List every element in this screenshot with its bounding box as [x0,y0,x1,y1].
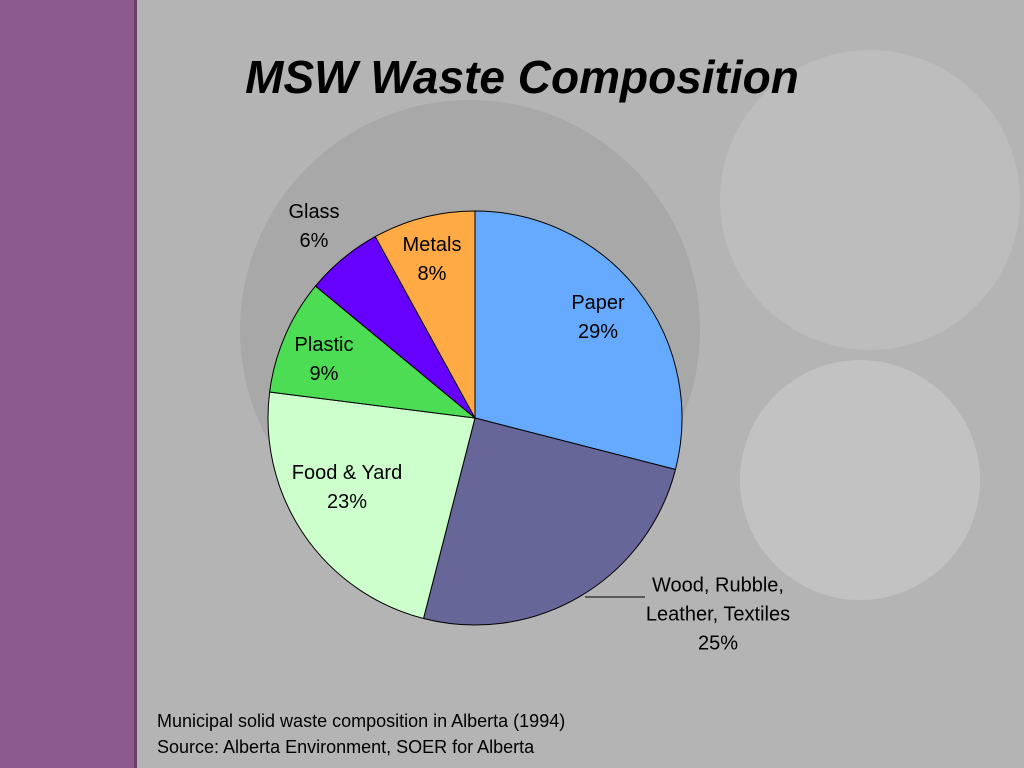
pie [267,210,683,626]
category-label: Plastic [294,334,354,356]
category-label: Food & Yard [291,462,403,484]
value-label: 29% [577,321,619,343]
footnote: Municipal solid waste composition in Alb… [157,711,566,731]
chart-title: MSW Waste Composition [245,51,799,103]
background-figure [740,360,980,600]
slice-label: Glass 6% [288,198,339,256]
value-label: 23% [326,491,368,513]
value-label: 8% [417,263,447,285]
category-label: Metals [402,234,462,256]
pie-slice [269,285,477,419]
slice-label: Paper 29% [571,289,624,347]
slice-label: Plastic 9% [295,331,354,389]
pie-slice [374,210,476,419]
pie-slice [422,417,677,626]
value-label: 9% [309,363,339,385]
value-label: 25% [697,632,739,655]
category-label: Wood, Rubble, Leather, Textiles [645,574,791,626]
slice-label: Food & Yard 23% [292,459,402,517]
pie-slice [267,391,476,620]
value-label: 6% [299,230,329,252]
slice-label: Wood, Rubble, Leather, Textiles 25% [633,572,803,659]
background-figure [720,50,1020,350]
footnote: Source: Alberta Environment, SOER for Al… [157,737,535,757]
category-label: Paper [571,292,625,314]
side-strip [0,0,137,768]
pie-slice [474,210,683,471]
slice-label: Metals 8% [403,231,462,289]
category-label: Glass [288,201,340,223]
